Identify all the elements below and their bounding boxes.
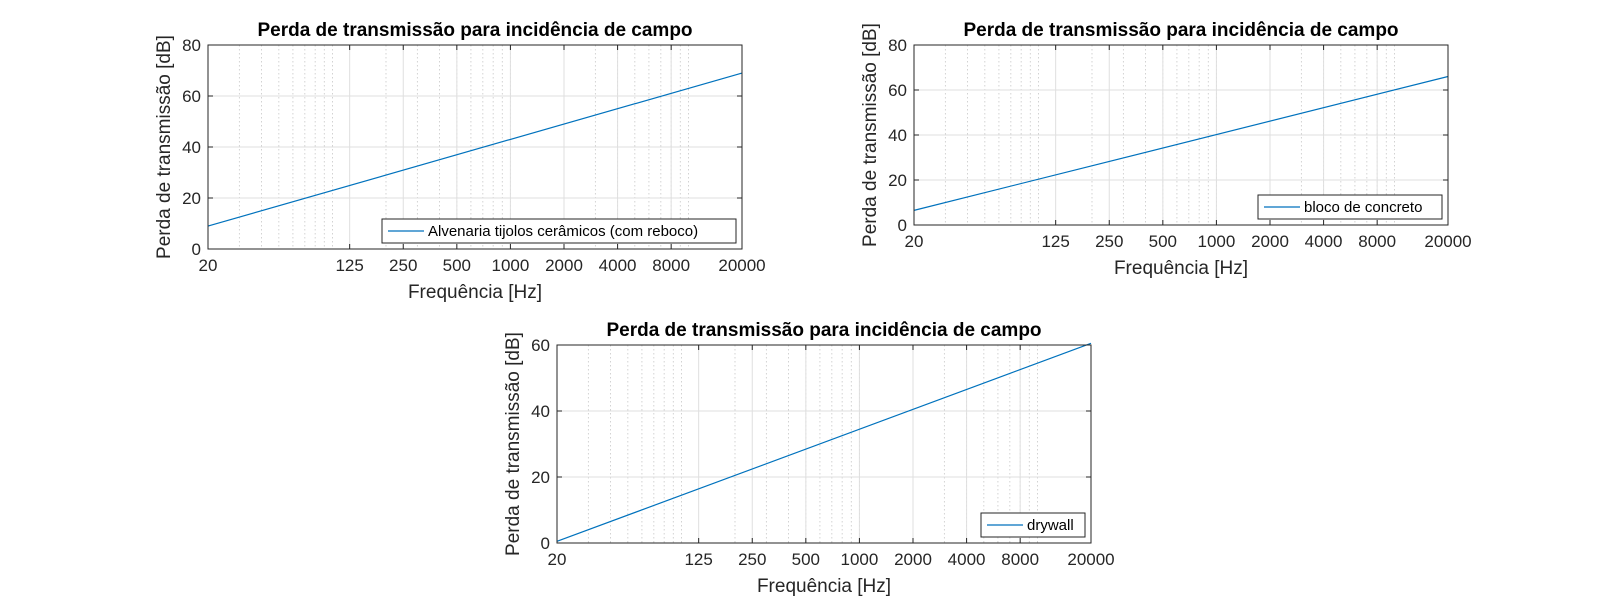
y-tick-label: 80 — [888, 36, 907, 55]
x-axis-label: Frequência [Hz] — [408, 282, 542, 303]
x-tick-label: 125 — [335, 256, 363, 275]
series-line — [207, 72, 743, 227]
y-axis-label: Perda de transmissão [dB] — [860, 23, 881, 247]
x-tick-label: 4000 — [948, 550, 986, 569]
chart-title: Perda de transmissão para incidência de … — [606, 320, 1041, 341]
y-tick-label: 60 — [531, 336, 550, 355]
series-line — [913, 75, 1449, 211]
chart-title: Perda de transmissão para incidência de … — [963, 20, 1398, 41]
x-tick-label: 500 — [1149, 232, 1177, 251]
x-tick-label: 8000 — [652, 256, 690, 275]
y-tick-label: 40 — [888, 126, 907, 145]
x-tick-label: 4000 — [1305, 232, 1343, 251]
y-axis-label: Perda de transmissão [dB] — [154, 35, 175, 259]
x-tick-label: 250 — [1095, 232, 1123, 251]
plot-area — [557, 345, 1091, 543]
legend: drywall — [980, 512, 1086, 538]
legend: bloco de concreto — [1257, 194, 1443, 220]
series-line — [556, 342, 1092, 542]
x-tick-label: 250 — [738, 550, 766, 569]
y-tick-label: 0 — [192, 240, 201, 259]
x-tick-label: 500 — [443, 256, 471, 275]
x-tick-label: 250 — [389, 256, 417, 275]
y-tick-label: 60 — [888, 81, 907, 100]
x-tick-label: 20000 — [1067, 550, 1114, 569]
x-tick-label: 125 — [1041, 232, 1069, 251]
x-tick-label: 20 — [905, 232, 924, 251]
subplot-1: 20 125 250 500 1000 2000 4000 8000 2000002040608… — [154, 20, 766, 303]
x-axis-label: Frequência [Hz] — [757, 576, 891, 597]
x-tick-label: 1000 — [492, 256, 530, 275]
x-tick-label: 20 — [548, 550, 567, 569]
x-tick-label: 125 — [684, 550, 712, 569]
legend-label: bloco de concreto — [1304, 199, 1422, 216]
x-tick-label: 2000 — [1251, 232, 1289, 251]
x-tick-label: 2000 — [894, 550, 932, 569]
legend-label: drywall — [1027, 517, 1074, 534]
y-tick-label: 20 — [182, 189, 201, 208]
x-tick-label: 500 — [792, 550, 820, 569]
x-axis-label: Frequência [Hz] — [1114, 258, 1248, 279]
x-tick-label: 20000 — [718, 256, 765, 275]
subplot-2: 20 125 250 500 1000 2000 4000 8000 2000002040608… — [860, 20, 1472, 279]
y-axis-label: Perda de transmissão [dB] — [503, 332, 524, 556]
y-tick-label: 0 — [898, 216, 907, 235]
subplot-3: 20 125 250 500 1000 2000 4000 8000 200000204060P… — [503, 320, 1115, 597]
legend-box — [381, 218, 737, 244]
x-tick-label: 8000 — [1001, 550, 1039, 569]
y-tick-label: 40 — [531, 402, 550, 421]
x-tick-label: 20000 — [1424, 232, 1471, 251]
legend-box — [980, 512, 1086, 538]
y-tick-label: 40 — [182, 138, 201, 157]
x-tick-label: 4000 — [599, 256, 637, 275]
x-tick-label: 1000 — [1198, 232, 1236, 251]
y-tick-label: 20 — [531, 468, 550, 487]
axes-box — [556, 344, 1092, 544]
chart-title: Perda de transmissão para incidência de … — [257, 20, 692, 41]
legend-label: Alvenaria tijolos cerâmicos (com reboco) — [428, 223, 698, 240]
y-tick-label: 20 — [888, 171, 907, 190]
y-tick-label: 0 — [541, 534, 550, 553]
y-tick-label: 60 — [182, 87, 201, 106]
x-tick-label: 20 — [199, 256, 218, 275]
y-tick-label: 80 — [182, 36, 201, 55]
x-tick-label: 1000 — [841, 550, 879, 569]
x-tick-label: 8000 — [1358, 232, 1396, 251]
legend: Alvenaria tijolos cerâmicos (com reboco) — [381, 218, 737, 244]
x-tick-label: 2000 — [545, 256, 583, 275]
